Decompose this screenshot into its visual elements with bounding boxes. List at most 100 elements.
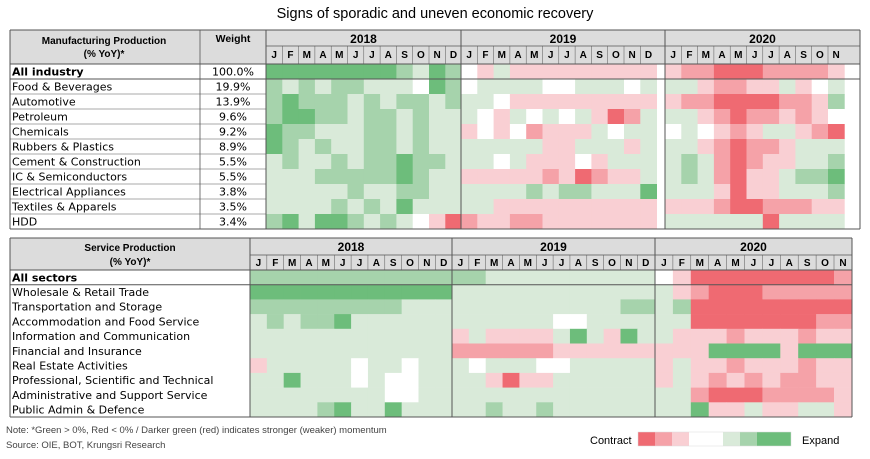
heatmap-cell xyxy=(452,372,470,388)
heatmap-cell xyxy=(331,214,348,230)
heatmap-cell xyxy=(367,270,386,285)
heatmap-cell xyxy=(429,79,446,95)
heatmap-cell xyxy=(351,402,369,418)
heatmap-cell xyxy=(282,169,299,185)
heatmap-cell xyxy=(575,109,592,125)
month-label: J xyxy=(752,50,758,61)
heatmap-cell xyxy=(762,184,780,200)
heatmap-cell xyxy=(502,314,520,330)
heatmap-cell xyxy=(624,64,641,80)
month-label: M xyxy=(303,50,311,61)
heatmap-cell xyxy=(569,314,588,330)
heatmap-cell xyxy=(542,139,560,155)
heatmap-cell xyxy=(401,372,419,388)
heatmap-cell xyxy=(624,169,641,185)
heatmap-cell xyxy=(591,79,609,95)
heatmap-cell xyxy=(681,214,698,230)
source-note: Source: OIE, BOT, Krungsri Research xyxy=(6,440,165,451)
heatmap-cell xyxy=(435,343,453,359)
table-title: Service Production xyxy=(84,243,175,254)
heatmap-cell xyxy=(351,299,369,315)
heatmap-cell xyxy=(744,284,763,300)
month-label: F xyxy=(679,258,685,269)
heatmap-cell xyxy=(468,387,487,403)
heatmap-cell xyxy=(558,139,576,155)
heatmap-cell xyxy=(300,402,318,418)
heatmap-cell xyxy=(347,109,365,125)
heatmap-cell xyxy=(250,284,268,300)
heatmap-cell xyxy=(690,314,710,330)
heatmap-cell xyxy=(811,169,829,185)
heatmap-cell xyxy=(713,94,731,110)
heatmap-cell xyxy=(569,284,588,300)
heatmap-cell xyxy=(317,314,335,330)
heatmap-cell xyxy=(317,284,335,300)
heatmap-cell xyxy=(713,169,731,185)
heatmap-cell xyxy=(536,402,554,418)
heatmap-cell xyxy=(536,387,554,403)
month-label: F xyxy=(272,258,278,269)
heatmap-cell xyxy=(283,328,301,344)
heatmap-cell xyxy=(300,358,318,374)
heatmap-cell xyxy=(445,184,462,200)
heatmap-cell xyxy=(468,284,487,300)
heatmap-cell xyxy=(730,79,747,95)
month-label: F xyxy=(686,50,692,61)
heatmap-cell xyxy=(461,109,478,125)
heatmap-cell xyxy=(429,214,446,230)
heatmap-cell xyxy=(586,270,605,285)
heatmap-cell xyxy=(250,372,268,388)
legend-swatch xyxy=(638,432,655,446)
heatmap-cell xyxy=(314,124,332,140)
heatmap-cell xyxy=(418,372,436,388)
heatmap-cell xyxy=(468,402,487,418)
heatmap-cell xyxy=(536,284,554,300)
heatmap-cell xyxy=(485,372,503,388)
heatmap-cell xyxy=(690,328,710,344)
row-label: Rubbers & Plastics xyxy=(12,141,114,154)
heatmap-cell xyxy=(779,154,796,170)
heatmap-cell xyxy=(351,314,369,330)
month-label: J xyxy=(271,50,277,61)
heatmap-cell xyxy=(708,343,727,359)
heatmap-cell xyxy=(502,343,520,359)
heatmap-cell xyxy=(713,139,731,155)
row-weight: 9.6% xyxy=(219,111,247,124)
heatmap-cell xyxy=(542,94,560,110)
heatmap-cell xyxy=(624,79,641,95)
heatmap-cell xyxy=(266,214,283,230)
heatmap-cell xyxy=(334,299,352,315)
heatmap-cell xyxy=(250,328,268,344)
heatmap-cell xyxy=(795,199,813,215)
heatmap-cell xyxy=(367,402,386,418)
heatmap-cell xyxy=(396,199,414,215)
row-label: HDD xyxy=(12,216,37,229)
legend-border xyxy=(637,431,792,447)
heatmap-cell xyxy=(637,284,655,300)
table-title-unit: (% YoY)* xyxy=(110,257,151,268)
heatmap-cell xyxy=(380,214,397,230)
heatmap-cell xyxy=(762,94,780,110)
heatmap-cell xyxy=(672,372,692,388)
heatmap-cell xyxy=(624,124,641,140)
heatmap-cell xyxy=(746,94,764,110)
row-weight: 9.2% xyxy=(219,126,247,139)
heatmap-cell xyxy=(542,64,560,80)
month-label: O xyxy=(821,258,829,269)
heatmap-cell xyxy=(317,299,335,315)
heatmap-cell xyxy=(569,270,588,285)
heatmap-cell xyxy=(435,358,453,374)
heatmap-cell xyxy=(429,184,446,200)
month-label: M xyxy=(731,258,739,269)
heatmap-cell xyxy=(624,214,641,230)
heatmap-cell xyxy=(412,94,430,110)
heatmap-cell xyxy=(300,270,318,285)
heatmap-cell xyxy=(607,139,625,155)
heatmap-cell xyxy=(468,343,487,359)
heatmap-cell xyxy=(445,154,462,170)
heatmap-cell xyxy=(401,328,419,344)
heatmap-cell xyxy=(780,299,799,315)
heatmap-cell xyxy=(429,139,446,155)
row-label: IC & Semiconductors xyxy=(12,171,127,184)
heatmap-cell xyxy=(607,124,625,140)
